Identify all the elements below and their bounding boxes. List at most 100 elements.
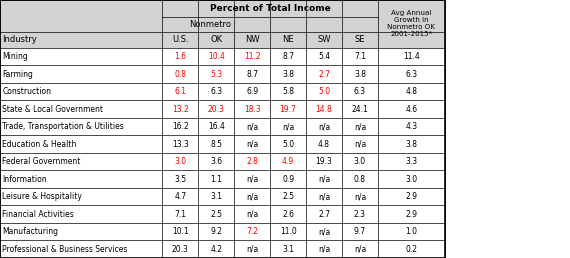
Bar [162,83,198,100]
Text: 3.3: 3.3 [405,157,417,166]
Text: n/a: n/a [354,192,366,201]
Text: 3.0: 3.0 [405,175,417,184]
Text: U.S.: U.S. [172,35,189,44]
Text: 2.8: 2.8 [246,157,258,166]
Bar [378,205,445,223]
Text: 7.2: 7.2 [246,227,258,236]
Text: 4.9: 4.9 [282,157,294,166]
Text: Leisure & Hospitality: Leisure & Hospitality [2,192,82,201]
Bar [0,153,162,170]
Bar [198,0,234,48]
Bar [378,170,445,188]
Bar [198,188,234,205]
Text: Trade, Transportation & Utilities: Trade, Transportation & Utilities [2,122,124,131]
Text: SE: SE [355,35,365,44]
Text: Avg Annual
Growth in
Nonmetro OK
2001-2015*: Avg Annual Growth in Nonmetro OK 2001-20… [387,10,435,37]
Text: n/a: n/a [246,140,258,149]
Text: 0.9: 0.9 [282,175,294,184]
Bar [378,153,445,170]
Bar [378,240,445,258]
Bar [378,48,445,65]
Bar [0,0,445,258]
Text: Nonmetro: Nonmetro [189,20,231,29]
Text: Professional & Business Services: Professional & Business Services [2,245,128,254]
Text: NW: NW [245,35,259,44]
Bar [306,48,342,65]
Text: 7.1: 7.1 [354,52,366,61]
Text: 20.3: 20.3 [172,245,189,254]
Bar [0,65,162,83]
Bar [306,118,342,135]
Text: 4.3: 4.3 [405,122,417,131]
Bar [270,100,306,118]
Bar [234,153,270,170]
Bar [342,100,378,118]
Bar [162,48,198,65]
Text: 6.1: 6.1 [174,87,186,96]
Bar [342,65,378,83]
Bar [306,65,342,83]
Text: Financial Activities: Financial Activities [2,210,74,219]
Text: n/a: n/a [246,122,258,131]
Text: n/a: n/a [246,192,258,201]
Text: 2.3: 2.3 [354,210,366,219]
Bar [270,170,306,188]
Text: 3.1: 3.1 [210,192,222,201]
Text: 8.7: 8.7 [246,69,258,78]
Bar [0,240,162,258]
Text: 10.1: 10.1 [172,227,189,236]
Text: Education & Health: Education & Health [2,140,76,149]
Bar [0,118,162,135]
Text: 0.8: 0.8 [354,175,366,184]
Bar [342,188,378,205]
Text: 3.0: 3.0 [354,157,366,166]
Bar [162,170,198,188]
Text: 2.5: 2.5 [282,192,294,201]
Text: 20.3: 20.3 [208,104,225,114]
Bar [0,100,162,118]
Bar [306,205,342,223]
Text: 19.3: 19.3 [316,157,332,166]
Bar [162,65,198,83]
Text: 6.3: 6.3 [405,69,417,78]
Bar [306,135,342,153]
Bar [162,223,198,240]
Text: n/a: n/a [318,192,330,201]
Bar [198,65,234,83]
Text: SW: SW [317,35,331,44]
Bar [162,240,198,258]
Text: 3.1: 3.1 [282,245,294,254]
Text: n/a: n/a [282,122,294,131]
Text: 16.2: 16.2 [172,122,189,131]
Text: n/a: n/a [246,210,258,219]
Text: 3.8: 3.8 [354,69,366,78]
Text: Percent of Total Income: Percent of Total Income [210,4,331,13]
Text: 2.7: 2.7 [318,69,330,78]
Text: 9.7: 9.7 [354,227,366,236]
Bar [198,48,234,65]
Bar [0,48,162,65]
Text: Manufacturing: Manufacturing [2,227,58,236]
Text: 10.4: 10.4 [208,52,225,61]
Text: 19.7: 19.7 [280,104,296,114]
Text: 1.0: 1.0 [405,227,417,236]
Bar [0,188,162,205]
Bar [162,118,198,135]
Bar [306,223,342,240]
Text: 6.3: 6.3 [354,87,366,96]
Bar [270,205,306,223]
Text: 4.8: 4.8 [318,140,330,149]
Bar [0,0,162,48]
Bar [162,135,198,153]
Text: 1.1: 1.1 [210,175,222,184]
Text: 3.8: 3.8 [405,140,417,149]
Bar [306,0,342,48]
Bar [162,0,198,48]
Text: 2.6: 2.6 [282,210,294,219]
Bar [270,135,306,153]
Text: Industry: Industry [2,35,37,44]
Bar [342,240,378,258]
Bar [342,205,378,223]
Text: Construction: Construction [2,87,51,96]
Bar [378,118,445,135]
